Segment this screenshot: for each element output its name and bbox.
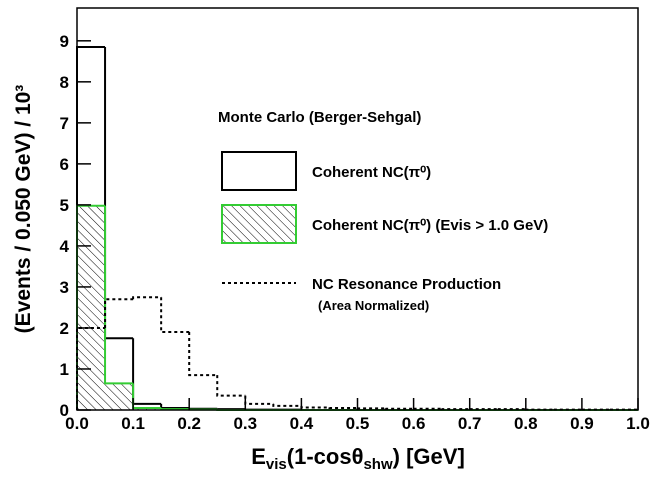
x-label-part: ) [GeV] xyxy=(393,444,465,469)
histogram-bin xyxy=(273,404,301,406)
x-tick-label: 0.6 xyxy=(402,414,426,433)
histogram-bin xyxy=(161,404,189,408)
y-tick-label: 3 xyxy=(60,278,69,297)
x-axis-label: Evis(1-cosθshw) [GeV] xyxy=(251,444,465,473)
x-tick-label: 0.1 xyxy=(121,414,145,433)
x-tick-label: 0.5 xyxy=(346,414,370,433)
histogram-bin xyxy=(105,206,133,384)
histogram-bin xyxy=(189,332,217,375)
legend-label: NC Resonance Production xyxy=(312,276,501,293)
hatch-bar xyxy=(105,383,133,410)
x-label-part: E xyxy=(251,444,266,469)
histogram-bin xyxy=(133,338,161,404)
x-tick-label: 1.0 xyxy=(626,414,650,433)
y-tick-label: 7 xyxy=(60,114,69,133)
y-tick-label: 5 xyxy=(60,196,69,215)
legend-swatch xyxy=(222,152,296,190)
histogram-bin xyxy=(133,297,161,299)
y-tick-label: 2 xyxy=(60,319,69,338)
y-tick-label: 9 xyxy=(60,32,69,51)
x-tick-label: 0.4 xyxy=(290,414,314,433)
y-tick-label: 1 xyxy=(60,360,69,379)
histogram-bin xyxy=(245,396,273,404)
histogram-bin xyxy=(105,299,133,328)
hatch-bar xyxy=(77,206,105,410)
histogram-bin xyxy=(105,47,133,338)
x-tick-label: 0.9 xyxy=(570,414,594,433)
x-label-part: (1-cosθ xyxy=(287,444,364,469)
y-tick-label: 6 xyxy=(60,155,69,174)
legend-header: Monte Carlo (Berger-Sehgal) xyxy=(218,109,421,126)
annotation: (Area Normalized) xyxy=(318,298,429,313)
x-label-sub: shw xyxy=(363,456,393,473)
legend-swatch xyxy=(222,205,296,243)
histogram-bin xyxy=(301,406,329,408)
plot-frame xyxy=(77,8,638,410)
x-tick-label: 0.0 xyxy=(65,414,89,433)
legend-label: Coherent NC(π⁰) xyxy=(312,164,431,181)
x-label-sub: vis xyxy=(266,456,287,473)
y-tick-label: 4 xyxy=(60,237,70,256)
x-tick-label: 0.2 xyxy=(177,414,201,433)
y-tick-label: 8 xyxy=(60,73,69,92)
histogram-bin xyxy=(217,375,245,396)
y-axis-label: (Events / 0.050 GeV) / 10³ xyxy=(12,85,35,334)
histogram-bin xyxy=(161,297,189,332)
x-tick-label: 0.7 xyxy=(458,414,482,433)
legend-label: Coherent NC(π⁰) (Evis > 1.0 GeV) xyxy=(312,217,548,234)
x-tick-label: 0.8 xyxy=(514,414,538,433)
x-tick-label: 0.3 xyxy=(233,414,257,433)
